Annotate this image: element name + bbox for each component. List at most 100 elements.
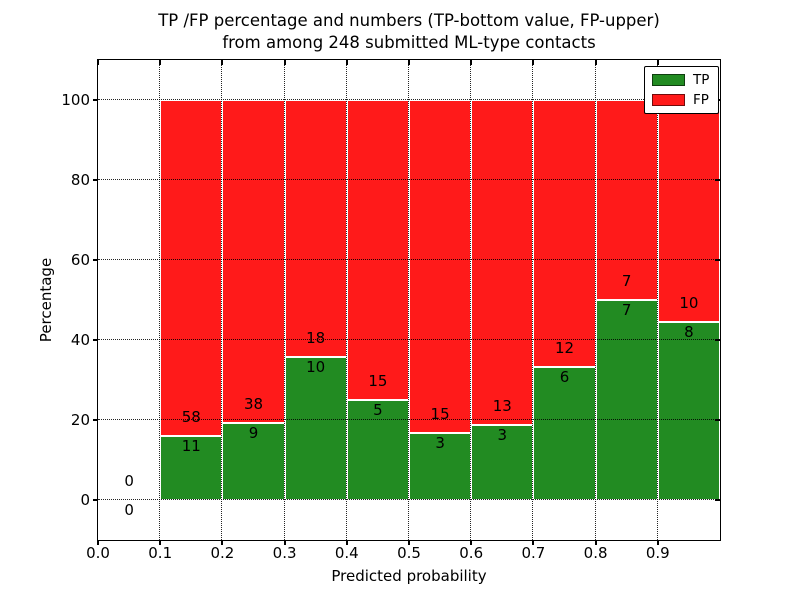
- x-tick-mark: [97, 540, 99, 545]
- x-tick-mark-top: [345, 60, 348, 65]
- tp-count-label: 8: [684, 323, 694, 342]
- y-tick-mark: [93, 339, 98, 341]
- y-gridline: [98, 179, 720, 180]
- legend-entry-tp: TP: [652, 73, 709, 87]
- x-gridline: [345, 60, 347, 540]
- y-tick-mark-right: [715, 179, 720, 181]
- x-tick-mark: [283, 540, 286, 545]
- fp-count-label: 0: [124, 472, 134, 490]
- y-tick-mark: [93, 259, 98, 261]
- tp-count-label: 5: [373, 401, 383, 419]
- x-tick-label: 0.5: [397, 544, 421, 562]
- x-gridline: [594, 60, 596, 540]
- legend-entry-fp: FP: [652, 93, 709, 107]
- fp-count-label: 10: [679, 294, 699, 313]
- fp-bar: [409, 100, 472, 434]
- tp-bar: [595, 300, 658, 500]
- y-tick-label: 80: [70, 171, 90, 189]
- fp-bar: [471, 100, 534, 425]
- x-gridline: [221, 60, 223, 540]
- y-tick-mark: [93, 419, 98, 421]
- y-tick-label: 0: [80, 491, 90, 509]
- fp-bar: [160, 100, 223, 437]
- tp-bar: [657, 322, 720, 500]
- x-tick-mark: [345, 540, 348, 545]
- y-tick-mark: [93, 99, 98, 101]
- x-gridline: [532, 60, 534, 540]
- legend-swatch-fp: [652, 94, 685, 106]
- x-tick-mark: [594, 540, 597, 545]
- y-tick-label: 60: [70, 251, 90, 269]
- y-axis-label: Percentage: [37, 257, 55, 343]
- tp-count-label: 10: [306, 358, 326, 377]
- tp-count-label: 3: [497, 426, 508, 444]
- y-tick-mark-right: [715, 499, 720, 501]
- x-tick-label: 0.1: [148, 544, 173, 562]
- x-tick-mark-top: [408, 60, 410, 65]
- x-tick-mark-top: [283, 60, 286, 65]
- tp-bar: [409, 433, 472, 500]
- legend-label: FP: [693, 92, 709, 108]
- x-tick-label: 0.6: [459, 544, 484, 562]
- fp-bar: [533, 100, 596, 367]
- fp-bar: [657, 100, 720, 323]
- tp-count-label: 3: [435, 434, 445, 453]
- x-gridline: [470, 60, 472, 540]
- x-tick-label: 0.7: [521, 544, 546, 562]
- fp-count-label: 13: [492, 397, 512, 415]
- legend-swatch-tp: [652, 74, 685, 86]
- y-tick-mark-right: [715, 339, 720, 341]
- tp-bar: [160, 436, 223, 500]
- x-tick-label: 0.0: [86, 544, 110, 562]
- x-tick-label: 0.3: [272, 544, 297, 562]
- x-tick-mark: [532, 540, 535, 545]
- tp-count-label: 9: [248, 424, 259, 443]
- x-tick-mark-top: [656, 60, 659, 65]
- y-gridline: [98, 339, 720, 340]
- x-gridline: [408, 60, 409, 540]
- x-tick-mark-top: [594, 60, 597, 65]
- y-tick-label: 40: [70, 331, 90, 349]
- fp-count-label: 15: [368, 372, 388, 390]
- chart-title-line2: from among 248 submitted ML-type contact…: [222, 33, 596, 52]
- x-gridline: [283, 60, 285, 540]
- x-tick-mark-top: [159, 60, 162, 65]
- tp-bar: [471, 425, 534, 500]
- x-tick-label: 0.8: [583, 544, 608, 562]
- fp-bar: [595, 100, 658, 300]
- y-gridline: [98, 259, 720, 260]
- fp-bar: [284, 100, 347, 358]
- x-tick-label: 0.4: [334, 544, 359, 562]
- tp-bar: [284, 357, 347, 500]
- x-tick-mark: [159, 540, 162, 545]
- tp-count-label: 7: [621, 301, 632, 319]
- x-tick-mark: [470, 540, 473, 545]
- fp-bar: [222, 100, 285, 424]
- chart-title-line1: TP /FP percentage and numbers (TP-bottom…: [158, 11, 660, 30]
- legend-label: TP: [693, 72, 710, 88]
- x-tick-mark-top: [532, 60, 535, 65]
- x-gridline: [159, 60, 161, 540]
- fp-count-label: 18: [306, 329, 326, 348]
- tp-count-label: 0: [124, 501, 134, 519]
- fp-count-label: 12: [554, 338, 575, 357]
- y-gridline: [98, 419, 720, 420]
- fp-bar: [346, 100, 409, 400]
- x-tick-label: 0.2: [210, 544, 235, 562]
- tp-bar: [533, 366, 596, 500]
- y-tick-label: 100: [61, 91, 90, 109]
- chart-title: TP /FP percentage and numbers (TP-bottom…: [98, 10, 720, 54]
- fp-count-label: 38: [243, 395, 264, 414]
- fp-count-label: 7: [621, 272, 632, 290]
- fp-count-label: 15: [430, 405, 450, 424]
- x-axis-label: Predicted probability: [331, 567, 487, 585]
- y-tick-mark: [93, 499, 98, 501]
- x-tick-mark: [408, 540, 410, 545]
- y-tick-label: 20: [70, 411, 90, 429]
- tp-count-label: 11: [181, 437, 201, 456]
- legend: TP FP: [644, 66, 720, 114]
- y-tick-mark: [93, 179, 98, 181]
- y-tick-mark-right: [715, 419, 720, 421]
- x-gridline: [656, 60, 658, 540]
